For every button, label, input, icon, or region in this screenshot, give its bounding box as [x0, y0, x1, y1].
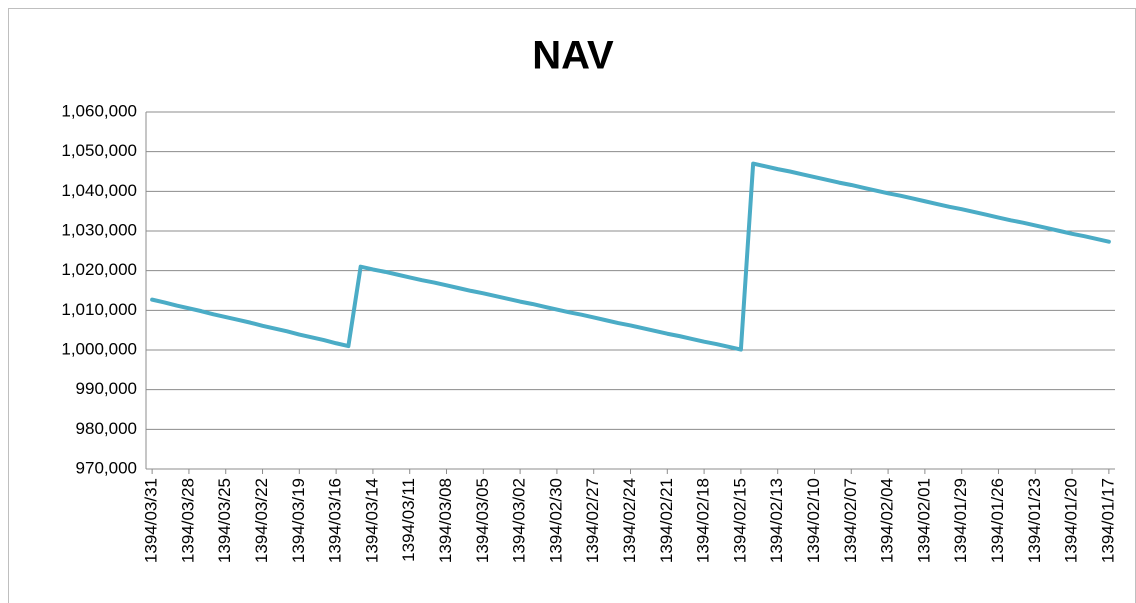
chart-title: NAV: [532, 34, 614, 78]
x-tick-label: 1394/02/07: [841, 478, 860, 563]
chart-frame: [8, 8, 1136, 603]
x-tick-label: 1394/03/02: [510, 478, 529, 563]
x-tick-label: 1394/02/27: [583, 478, 602, 563]
y-tick-label: 970,000: [76, 458, 137, 477]
nav-line: [150, 161, 1111, 352]
x-tick-label: 1394/02/10: [804, 478, 823, 563]
x-tick-label: 1394/02/21: [657, 478, 676, 563]
y-tick-label: 1,030,000: [61, 220, 137, 239]
x-tick-label: 1394/02/04: [878, 478, 897, 563]
x-tick-label: 1394/01/20: [1062, 478, 1081, 563]
x-tick-label: 1394/03/05: [473, 478, 492, 563]
x-tick-label: 1394/02/30: [546, 478, 565, 563]
x-tick-label: 1394/02/15: [730, 478, 749, 563]
x-tick-label: 1394/03/16: [326, 478, 345, 563]
x-tick-label: 1394/01/17: [1098, 478, 1117, 563]
x-tick-label: 1394/02/13: [767, 478, 786, 563]
x-tick-label: 1394/03/19: [289, 478, 308, 563]
x-tick-label: 1394/03/28: [178, 478, 197, 563]
x-tick-label: 1394/02/18: [694, 478, 713, 563]
x-tick-label: 1394/01/26: [988, 478, 1007, 563]
x-tick-label: 1394/03/31: [142, 478, 161, 563]
x-tick-label: 1394/02/24: [620, 478, 639, 563]
y-tick-label: 1,040,000: [61, 181, 137, 200]
y-tick-label: 1,050,000: [61, 141, 137, 160]
x-tick-label: 1394/03/25: [215, 478, 234, 563]
y-tick-label: 1,000,000: [61, 339, 137, 358]
x-tick-label: 1394/01/29: [951, 478, 970, 563]
x-tick-label: 1394/03/08: [436, 478, 455, 563]
x-tick-label: 1394/03/14: [362, 478, 381, 563]
y-tick-label: 1,020,000: [61, 260, 137, 279]
y-tick-label: 1,010,000: [61, 300, 137, 319]
y-tick-label: 1,060,000: [61, 101, 137, 120]
y-tick-label: 990,000: [76, 379, 137, 398]
y-tick-label: 980,000: [76, 419, 137, 438]
x-tick-label: 1394/03/11: [399, 478, 418, 562]
x-tick-label: 1394/03/22: [252, 478, 271, 563]
x-tick-label: 1394/02/01: [914, 478, 933, 563]
x-tick-label: 1394/01/23: [1025, 478, 1044, 563]
